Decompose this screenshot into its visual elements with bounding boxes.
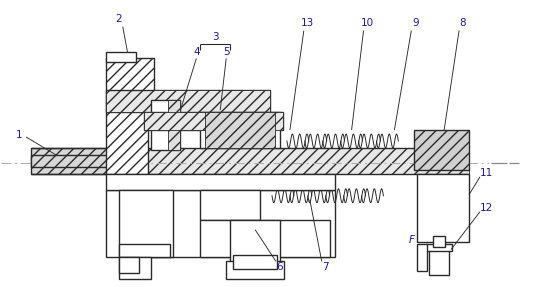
Text: 1: 1 bbox=[16, 130, 23, 140]
Bar bbox=[106, 53, 136, 62]
Text: 13: 13 bbox=[301, 18, 315, 28]
Bar bbox=[414, 130, 469, 170]
Bar bbox=[200, 190, 260, 220]
Bar bbox=[119, 243, 170, 257]
Bar bbox=[106, 90, 270, 112]
Text: F: F bbox=[408, 234, 414, 245]
Bar bbox=[106, 90, 270, 112]
Bar bbox=[200, 220, 330, 257]
Text: 12: 12 bbox=[479, 203, 493, 213]
Bar bbox=[106, 59, 153, 90]
Bar bbox=[31, 148, 469, 174]
Bar bbox=[168, 100, 181, 150]
Text: 3: 3 bbox=[212, 32, 219, 42]
Bar bbox=[106, 90, 147, 174]
Bar bbox=[144, 112, 283, 130]
Bar bbox=[429, 247, 449, 275]
Bar bbox=[106, 90, 147, 174]
Text: 2: 2 bbox=[115, 13, 122, 24]
Bar bbox=[31, 148, 121, 174]
Bar bbox=[233, 255, 277, 269]
Bar bbox=[119, 257, 139, 274]
Bar bbox=[417, 243, 427, 272]
Bar bbox=[106, 190, 334, 257]
Bar bbox=[31, 155, 121, 167]
Bar bbox=[151, 100, 181, 150]
Text: 9: 9 bbox=[412, 18, 419, 28]
Bar bbox=[106, 59, 153, 90]
Text: 11: 11 bbox=[479, 168, 493, 178]
Text: 7: 7 bbox=[323, 262, 329, 272]
Text: 8: 8 bbox=[460, 18, 466, 28]
Text: 10: 10 bbox=[361, 18, 374, 28]
Bar bbox=[119, 190, 174, 257]
Bar bbox=[205, 112, 275, 148]
Bar bbox=[119, 257, 151, 279]
Text: 4: 4 bbox=[193, 47, 200, 57]
Text: 5: 5 bbox=[223, 47, 229, 57]
Bar bbox=[417, 174, 469, 242]
Bar bbox=[200, 112, 280, 148]
Bar bbox=[106, 174, 334, 190]
Bar bbox=[433, 236, 445, 247]
Text: 6: 6 bbox=[277, 262, 283, 272]
Bar bbox=[226, 261, 284, 279]
Bar bbox=[144, 112, 283, 130]
Bar bbox=[426, 243, 452, 251]
Bar bbox=[230, 220, 280, 277]
